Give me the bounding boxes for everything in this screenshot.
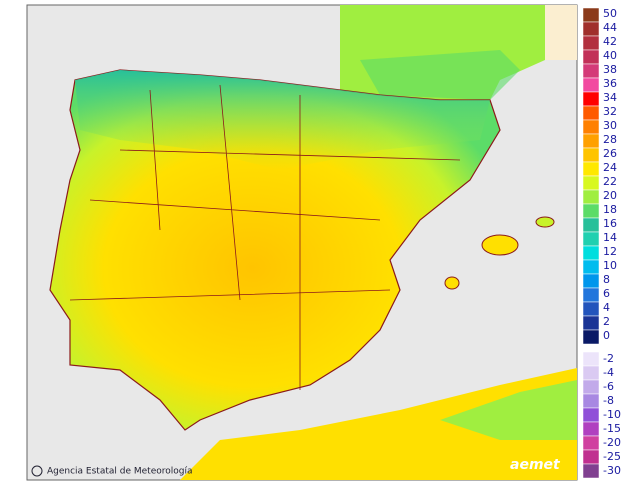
legend-swatch	[582, 245, 600, 261]
legend-label: -25	[603, 450, 621, 463]
legend-swatch	[582, 147, 600, 163]
legend-label: 38	[603, 63, 617, 76]
legend-swatch	[582, 259, 600, 275]
legend-swatch	[582, 35, 600, 51]
legend-swatch	[582, 161, 600, 177]
no-data-area	[545, 5, 577, 60]
north-africa	[180, 368, 577, 480]
legend: 5044424038363432302826242220181614121086…	[582, 7, 621, 479]
legend-swatch	[582, 301, 600, 317]
borders	[69, 84, 461, 390]
legend-label: -20	[603, 436, 621, 449]
legend-swatch	[582, 21, 600, 37]
mallorca	[481, 234, 519, 256]
credit: Agencia Estatal de Meteorología	[47, 467, 193, 477]
legend-label: 12	[603, 245, 617, 258]
legend-swatch	[582, 463, 600, 479]
legend-label: -4	[603, 366, 614, 379]
legend-label: 2	[603, 315, 610, 328]
france-green	[360, 50, 520, 100]
legend-swatch	[582, 449, 600, 465]
legend-swatch	[582, 49, 600, 65]
legend-label: 36	[603, 77, 617, 90]
legend-swatch	[582, 119, 600, 135]
legend-label: -10	[603, 408, 621, 421]
legend-label: -15	[603, 422, 621, 435]
legend-label: 0	[603, 329, 610, 342]
legend-swatch	[582, 7, 600, 23]
legend-label: 10	[603, 259, 617, 272]
legend-swatch	[582, 175, 600, 191]
legend-swatch	[582, 105, 600, 121]
legend-swatch	[582, 203, 600, 219]
legend-label: 6	[603, 287, 610, 300]
legend-swatch	[582, 329, 600, 345]
legend-swatch	[582, 435, 600, 451]
legend-swatch	[582, 351, 600, 367]
legend-label: 32	[603, 105, 617, 118]
legend-label: 16	[603, 217, 617, 230]
legend-label: -30	[603, 464, 621, 477]
legend-swatch	[582, 421, 600, 437]
legend-swatch	[582, 133, 600, 149]
legend-label: 50	[603, 7, 617, 20]
legend-swatch	[582, 77, 600, 93]
africa-green	[440, 380, 577, 440]
legend-swatch	[582, 217, 600, 233]
legend-swatch	[582, 379, 600, 395]
legend-swatch	[582, 365, 600, 381]
legend-label: 8	[603, 273, 610, 286]
legend-label: 34	[603, 91, 617, 104]
legend-label: 30	[603, 119, 617, 132]
legend-swatch	[582, 315, 600, 331]
legend-label: -8	[603, 394, 614, 407]
legend-label: 44	[603, 21, 617, 34]
legend-swatch	[582, 231, 600, 247]
legend-label: 40	[603, 49, 617, 62]
legend-swatch	[582, 91, 600, 107]
copyright-icon	[31, 465, 43, 477]
legend-swatch	[582, 287, 600, 303]
legend-label: 42	[603, 35, 617, 48]
legend-label: -2	[603, 352, 614, 365]
legend-label: 4	[603, 301, 610, 314]
ibiza	[444, 276, 460, 290]
legend-label: 18	[603, 203, 617, 216]
legend-label: 14	[603, 231, 617, 244]
legend-swatch	[582, 189, 600, 205]
legend-swatch	[582, 273, 600, 289]
legend-swatch	[582, 393, 600, 409]
legend-label: -6	[603, 380, 614, 393]
legend-label: 20	[603, 189, 617, 202]
logo: aemet	[510, 457, 561, 473]
north-cool-zone	[75, 70, 490, 170]
legend-swatch	[582, 63, 600, 79]
menorca	[535, 216, 555, 228]
legend-label: 26	[603, 147, 617, 160]
legend-label: 22	[603, 175, 617, 188]
legend-label: 24	[603, 161, 617, 174]
legend-label: 28	[603, 133, 617, 146]
legend-swatch	[582, 407, 600, 423]
